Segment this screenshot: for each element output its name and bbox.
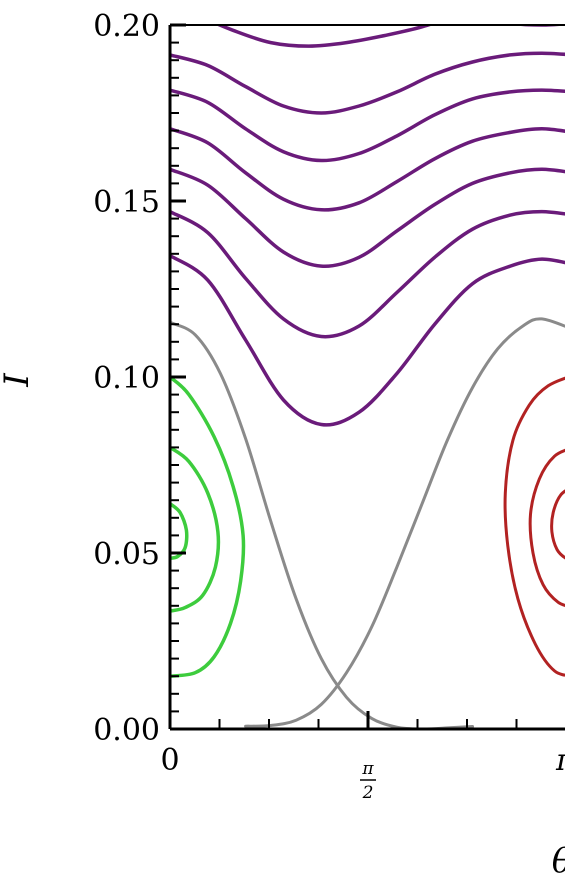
y-tick-label: 0.05 — [93, 537, 160, 572]
separatrix-curve-2 — [244, 317, 565, 728]
y-tick-label: 0.00 — [93, 713, 160, 748]
y-tick-label: 0.10 — [93, 361, 160, 396]
tick-labels-layer: 0.00 0.05 0.10 0.15 0.20 0 π 2 π — [93, 9, 565, 803]
open-orbit-curve-7 — [215, 25, 434, 48]
x-tick-label: π — [555, 743, 565, 778]
open-orbit-curve-8 — [510, 25, 565, 27]
right-island-curve-3 — [550, 489, 565, 560]
open-orbit-curve-6 — [170, 51, 565, 115]
right-island-curve-1 — [503, 376, 565, 677]
x-tick-label: 0 — [160, 743, 179, 778]
open-orbit-curve-3 — [170, 167, 565, 268]
open-orbit-curve-1 — [170, 253, 565, 427]
x-tick-label-numerator: π — [361, 759, 374, 779]
left-island-curve-3 — [170, 501, 189, 561]
left-island-curve-1 — [170, 375, 246, 678]
x-axis-title: θ — [552, 841, 565, 881]
left-island-curve-2 — [170, 445, 221, 613]
open-orbit-curve-5 — [170, 88, 565, 163]
open-orbit-curve-4 — [170, 127, 565, 212]
y-tick-label: 0.20 — [93, 9, 160, 44]
open-orbit-curve-2 — [170, 209, 565, 339]
ticks-layer — [170, 23, 518, 731]
right-island-curve-2 — [528, 448, 565, 608]
curves-layer — [170, 25, 565, 729]
y-tick-label: 0.15 — [93, 185, 160, 220]
x-tick-label-denominator: 2 — [362, 783, 374, 803]
y-axis-title: I — [0, 373, 37, 388]
